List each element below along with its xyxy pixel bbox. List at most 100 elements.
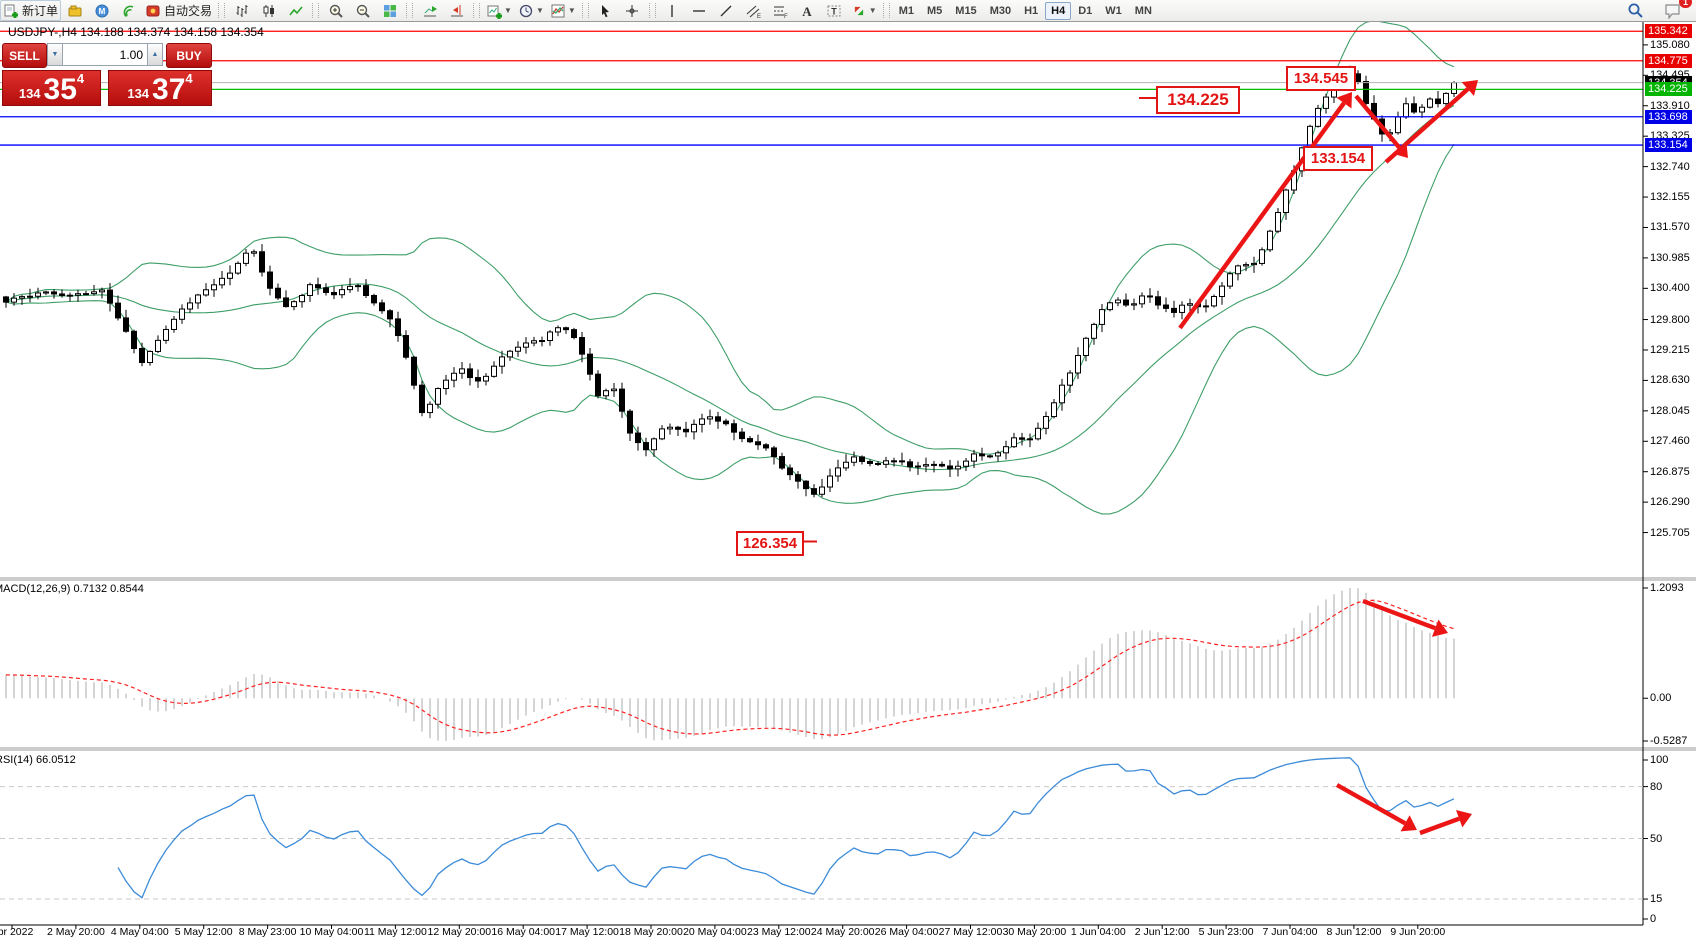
annotation-133-154[interactable]: 133.154: [1303, 146, 1373, 171]
zoom-out-button[interactable]: [349, 0, 376, 21]
price-tick-126.290: 126.290: [1650, 496, 1690, 509]
symbol-ohlc-line: USDJPY-,H4 134.188 134.374 134.158 134.3…: [8, 25, 264, 39]
rsi-scale-15: 15: [1650, 893, 1663, 906]
timeframe-m5[interactable]: M5: [927, 4, 943, 17]
buy-price-pips: 37: [152, 73, 186, 106]
periods-button[interactable]: ▼: [515, 0, 547, 21]
equidistant-channel-button[interactable]: E: [740, 0, 767, 21]
text-button[interactable]: A: [794, 0, 821, 21]
trend-line-icon: [720, 5, 732, 16]
line-chart-icon: [288, 5, 303, 15]
trend-arrows[interactable]: [1178, 80, 1478, 836]
timeframe-d1[interactable]: D1: [1078, 4, 1093, 17]
auto-scroll-icon: [423, 5, 437, 16]
annotation-134-225[interactable]: 134.225: [1156, 86, 1240, 114]
buy-button[interactable]: BUY: [166, 43, 212, 68]
time-tick: 27 May 12:00: [938, 926, 1003, 938]
vertical-line-button[interactable]: [659, 0, 686, 21]
sell-price-pips: 35: [43, 73, 77, 106]
bars-chart-icon: [236, 4, 248, 17]
macd-label: MACD(12,26,9) 0.7132 0.8544: [0, 583, 144, 595]
price-tick-135.080: 135.080: [1650, 38, 1690, 51]
time-tick: 2 Jun 12:00: [1134, 926, 1190, 938]
text-label-button[interactable]: T: [821, 0, 848, 21]
bars-chart-button[interactable]: [228, 0, 255, 21]
volume-decrement-button[interactable]: ▼: [47, 43, 63, 66]
timeframe-h4[interactable]: H4: [1045, 1, 1072, 20]
chart-profile-button[interactable]: [61, 0, 88, 21]
search-icon[interactable]: [1622, 0, 1649, 21]
signals-icon: [123, 5, 133, 17]
time-tick: 2 May 20:00: [46, 926, 105, 938]
time-tick: 11 May 12:00: [363, 926, 427, 938]
crosshair-button[interactable]: [619, 0, 646, 21]
rsi-scale-0: 0: [1650, 913, 1657, 925]
price-tick-132.155: 132.155: [1650, 191, 1690, 204]
time-tick: 30 May 20:00: [1002, 926, 1067, 938]
buy-price-figure: 134: [127, 86, 150, 101]
toolbar: 新订单 M 自动交易 ▼ ▼ ▼ E F A T ▼ M1 M5 M15 M30 H1 H4 D1 W1 MN 1: [0, 0, 1696, 22]
price-chart-canvas[interactable]: [0, 22, 1696, 946]
chart-shift-button[interactable]: [443, 0, 470, 21]
candles-chart-icon: [263, 4, 274, 17]
chart-profile-icon: [68, 5, 82, 16]
trend-line-button[interactable]: [713, 0, 740, 21]
toolbar-separator: [581, 3, 589, 18]
time-tick: 8 May 23:00: [238, 926, 297, 938]
dropdown-caret-icon[interactable]: ▼: [868, 6, 877, 15]
dropdown-caret-icon[interactable]: ▼: [504, 6, 512, 15]
rsi-scale-100: 100: [1650, 754, 1669, 766]
sell-button[interactable]: SELL: [2, 43, 47, 68]
price-tick-133.910: 133.910: [1650, 99, 1690, 112]
buy-price-box[interactable]: 134 37 4: [108, 70, 212, 106]
svg-text:M: M: [98, 7, 105, 16]
cursor-icon: [602, 4, 610, 17]
new-chart-button[interactable]: ▼: [483, 0, 515, 21]
candles: [3, 65, 1457, 498]
autotrade-button[interactable]: 自动交易: [142, 0, 215, 21]
annotation-126-354[interactable]: 126.354: [736, 531, 804, 556]
new-order-button[interactable]: 新订单: [0, 0, 62, 21]
annotation-134-545[interactable]: 134.545: [1286, 66, 1356, 91]
volume-increment-button[interactable]: ▲: [147, 43, 163, 66]
autotrade-label: 自动交易: [164, 4, 213, 18]
time-tick: 23 May 12:00: [746, 926, 811, 938]
timeframe-m1[interactable]: M1: [898, 4, 914, 17]
zoom-out-icon: [356, 4, 370, 18]
time-tick: 17 May 12:00: [555, 926, 619, 938]
cursor-button[interactable]: [592, 0, 619, 21]
time-tick: 12 May 20:00: [427, 926, 492, 938]
price-tick-132.740: 132.740: [1650, 160, 1690, 173]
price-tick-127.460: 127.460: [1650, 435, 1690, 448]
timeframe-m15[interactable]: M15: [955, 4, 977, 17]
dropdown-caret-icon[interactable]: ▼: [567, 6, 576, 15]
rsi-label: RSI(14) 66.0512: [0, 754, 76, 766]
equidistant-channel-icon: E: [746, 5, 761, 19]
fibonacci-button[interactable]: F: [767, 0, 794, 21]
volume-input[interactable]: [63, 43, 147, 66]
mql5-community-button[interactable]: M: [88, 0, 115, 21]
macd-scale-max: 1.2093: [1650, 582, 1684, 594]
zoom-in-button[interactable]: [322, 0, 349, 21]
arrows-button[interactable]: ▼: [848, 0, 880, 21]
indicators-button[interactable]: ▼: [547, 0, 579, 21]
price-label-133.698: 133.698: [1645, 109, 1692, 124]
price-tick-126.875: 126.875: [1650, 465, 1690, 478]
timeframe-w1[interactable]: W1: [1105, 4, 1122, 17]
signals-button[interactable]: [115, 0, 142, 21]
tile-windows-button[interactable]: [376, 0, 403, 21]
sell-price-box[interactable]: 134 35 4: [2, 70, 101, 106]
arrows-icon: [854, 6, 863, 15]
timeframe-mn[interactable]: MN: [1134, 4, 1152, 17]
auto-scroll-button[interactable]: [416, 0, 443, 21]
time-tick: 4 May 04:00: [110, 926, 169, 938]
time-tick: 26 May 04:00: [874, 926, 939, 938]
horizontal-line-button[interactable]: [686, 0, 713, 21]
timeframe-m30[interactable]: M30: [989, 4, 1012, 17]
price-tick-128.630: 128.630: [1650, 374, 1690, 387]
timeframe-h1[interactable]: H1: [1024, 4, 1039, 17]
line-chart-button[interactable]: [282, 0, 309, 21]
candles-chart-button[interactable]: [255, 0, 282, 21]
notifications-icon[interactable]: 1: [1659, 0, 1692, 21]
dropdown-caret-icon[interactable]: ▼: [535, 6, 544, 15]
